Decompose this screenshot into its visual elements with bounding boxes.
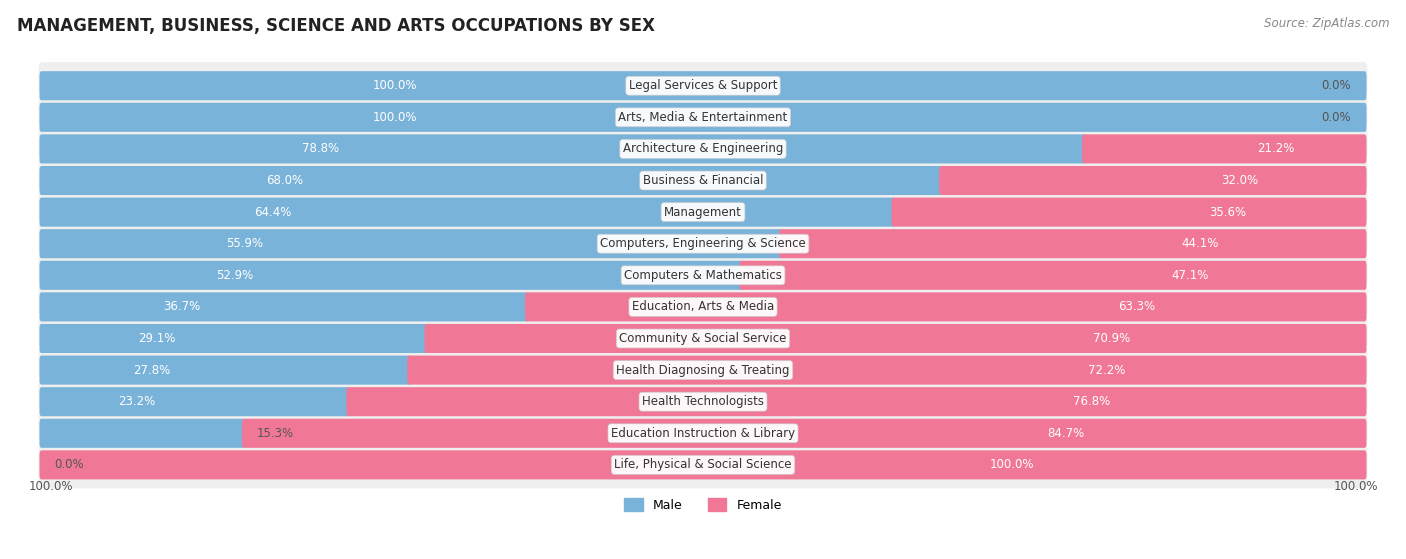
FancyBboxPatch shape [39,356,412,385]
Text: 100.0%: 100.0% [990,458,1033,471]
Text: 64.4%: 64.4% [254,206,292,219]
Legend: Male, Female: Male, Female [619,493,787,517]
Text: Management: Management [664,206,742,219]
FancyBboxPatch shape [39,229,783,258]
Text: 32.0%: 32.0% [1222,174,1258,187]
FancyBboxPatch shape [38,61,1368,110]
Text: Health Diagnosing & Treating: Health Diagnosing & Treating [616,363,790,377]
FancyBboxPatch shape [346,387,1367,416]
Text: Life, Physical & Social Science: Life, Physical & Social Science [614,458,792,471]
Text: 0.0%: 0.0% [55,458,84,471]
Text: 68.0%: 68.0% [266,174,304,187]
Text: Architecture & Engineering: Architecture & Engineering [623,143,783,155]
Text: 47.1%: 47.1% [1171,269,1209,282]
Text: 72.2%: 72.2% [1088,363,1126,377]
FancyBboxPatch shape [38,124,1368,173]
FancyBboxPatch shape [38,282,1368,331]
Text: 100.0%: 100.0% [373,79,416,92]
Text: 52.9%: 52.9% [217,269,253,282]
Text: 63.3%: 63.3% [1118,300,1156,314]
FancyBboxPatch shape [524,292,1367,321]
Text: 29.1%: 29.1% [138,332,176,345]
FancyBboxPatch shape [39,324,429,353]
Text: Legal Services & Support: Legal Services & Support [628,79,778,92]
Text: Education, Arts & Media: Education, Arts & Media [631,300,775,314]
Text: 100.0%: 100.0% [1333,481,1378,494]
Text: 70.9%: 70.9% [1092,332,1130,345]
Text: 0.0%: 0.0% [1322,111,1351,124]
FancyBboxPatch shape [891,197,1367,226]
FancyBboxPatch shape [408,356,1367,385]
FancyBboxPatch shape [779,229,1367,258]
Text: 36.7%: 36.7% [163,300,200,314]
FancyBboxPatch shape [38,377,1368,427]
FancyBboxPatch shape [39,292,529,321]
Text: 55.9%: 55.9% [226,237,263,250]
Text: 100.0%: 100.0% [373,111,416,124]
FancyBboxPatch shape [39,166,943,195]
Text: Business & Financial: Business & Financial [643,174,763,187]
FancyBboxPatch shape [38,345,1368,395]
Text: 0.0%: 0.0% [1322,79,1351,92]
FancyBboxPatch shape [38,440,1368,490]
FancyBboxPatch shape [1083,134,1367,163]
Text: 44.1%: 44.1% [1181,237,1219,250]
FancyBboxPatch shape [242,419,1367,448]
Text: Computers & Mathematics: Computers & Mathematics [624,269,782,282]
Text: Community & Social Service: Community & Social Service [619,332,787,345]
Text: Computers, Engineering & Science: Computers, Engineering & Science [600,237,806,250]
FancyBboxPatch shape [39,71,1367,100]
FancyBboxPatch shape [39,451,1367,480]
FancyBboxPatch shape [38,156,1368,205]
Text: Health Technologists: Health Technologists [643,395,763,408]
Text: 35.6%: 35.6% [1209,206,1247,219]
FancyBboxPatch shape [939,166,1367,195]
FancyBboxPatch shape [39,387,350,416]
Text: MANAGEMENT, BUSINESS, SCIENCE AND ARTS OCCUPATIONS BY SEX: MANAGEMENT, BUSINESS, SCIENCE AND ARTS O… [17,17,655,35]
FancyBboxPatch shape [38,409,1368,458]
FancyBboxPatch shape [39,103,1367,132]
Text: 76.8%: 76.8% [1073,395,1111,408]
Text: 78.8%: 78.8% [302,143,339,155]
Text: 84.7%: 84.7% [1047,427,1084,440]
Text: Arts, Media & Entertainment: Arts, Media & Entertainment [619,111,787,124]
Text: Education Instruction & Library: Education Instruction & Library [612,427,794,440]
FancyBboxPatch shape [38,187,1368,237]
FancyBboxPatch shape [38,250,1368,300]
Text: 15.3%: 15.3% [257,427,294,440]
Text: Source: ZipAtlas.com: Source: ZipAtlas.com [1264,17,1389,30]
FancyBboxPatch shape [39,419,246,448]
Text: 21.2%: 21.2% [1257,143,1295,155]
FancyBboxPatch shape [38,93,1368,142]
Text: 27.8%: 27.8% [134,363,170,377]
FancyBboxPatch shape [39,260,744,290]
FancyBboxPatch shape [38,314,1368,363]
FancyBboxPatch shape [38,219,1368,268]
FancyBboxPatch shape [425,324,1367,353]
Text: 100.0%: 100.0% [28,481,73,494]
FancyBboxPatch shape [740,260,1367,290]
Text: 23.2%: 23.2% [118,395,156,408]
FancyBboxPatch shape [39,197,896,226]
FancyBboxPatch shape [39,134,1085,163]
